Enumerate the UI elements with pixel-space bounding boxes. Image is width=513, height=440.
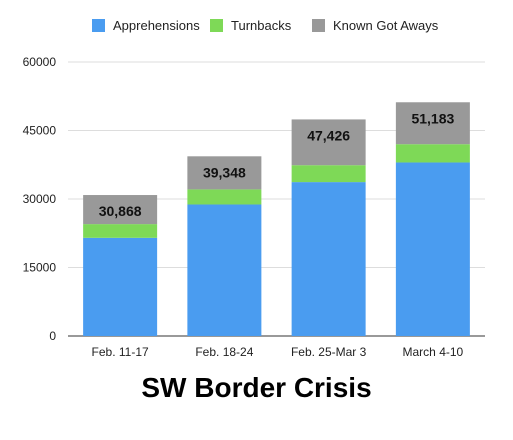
bar-segment-turnbacks [395, 144, 470, 163]
legend: Apprehensions Turnbacks Known Got Aways [92, 18, 439, 33]
chart-title: SW Border Crisis [141, 372, 372, 403]
x-tick-label: Feb. 25-Mar 3 [291, 345, 367, 359]
x-tick-label: Feb. 18-24 [195, 345, 253, 359]
x-tick-label: Feb. 11-17 [92, 345, 149, 359]
legend-swatch [210, 19, 223, 32]
bar-segment-apprehensions [291, 182, 366, 336]
bar-segment-apprehensions [395, 162, 470, 336]
bar-segment-turnbacks [291, 165, 366, 183]
bar-segment-known-got-aways [187, 156, 262, 190]
y-tick-label: 45000 [23, 124, 57, 138]
y-tick-label: 60000 [23, 55, 57, 69]
bar-segment-apprehensions [187, 204, 262, 336]
bar-total-label: 51,183 [411, 110, 454, 126]
bar-segment-known-got-aways [395, 102, 470, 145]
bar-segment-known-got-aways [291, 119, 366, 166]
legend-label: Known Got Aways [333, 18, 439, 33]
legend-label: Turnbacks [231, 18, 292, 33]
bar-segment-turnbacks [187, 189, 262, 205]
bar-total-label: 39,348 [203, 164, 246, 180]
bar-total-label: 30,868 [99, 203, 142, 219]
y-tick-label: 30000 [23, 192, 57, 206]
bar-total-label: 47,426 [307, 127, 350, 143]
bars: 30,868 39,348 47,426 51,183 [83, 102, 470, 336]
x-tick-label: March 4-10 [403, 345, 464, 359]
bar-segment-known-got-aways [83, 195, 158, 225]
y-axis: 0 15000 30000 45000 60000 [23, 55, 57, 343]
bar-segment-apprehensions [83, 237, 158, 336]
bar-segment-turnbacks [83, 224, 158, 238]
legend-swatch [312, 19, 325, 32]
x-axis: Feb. 11-17 Feb. 18-24 Feb. 25-Mar 3 March 4… [92, 345, 464, 359]
legend-swatch [92, 19, 105, 32]
legend-label: Apprehensions [113, 18, 200, 33]
y-tick-label: 15000 [23, 261, 57, 275]
y-tick-label: 0 [49, 329, 56, 343]
